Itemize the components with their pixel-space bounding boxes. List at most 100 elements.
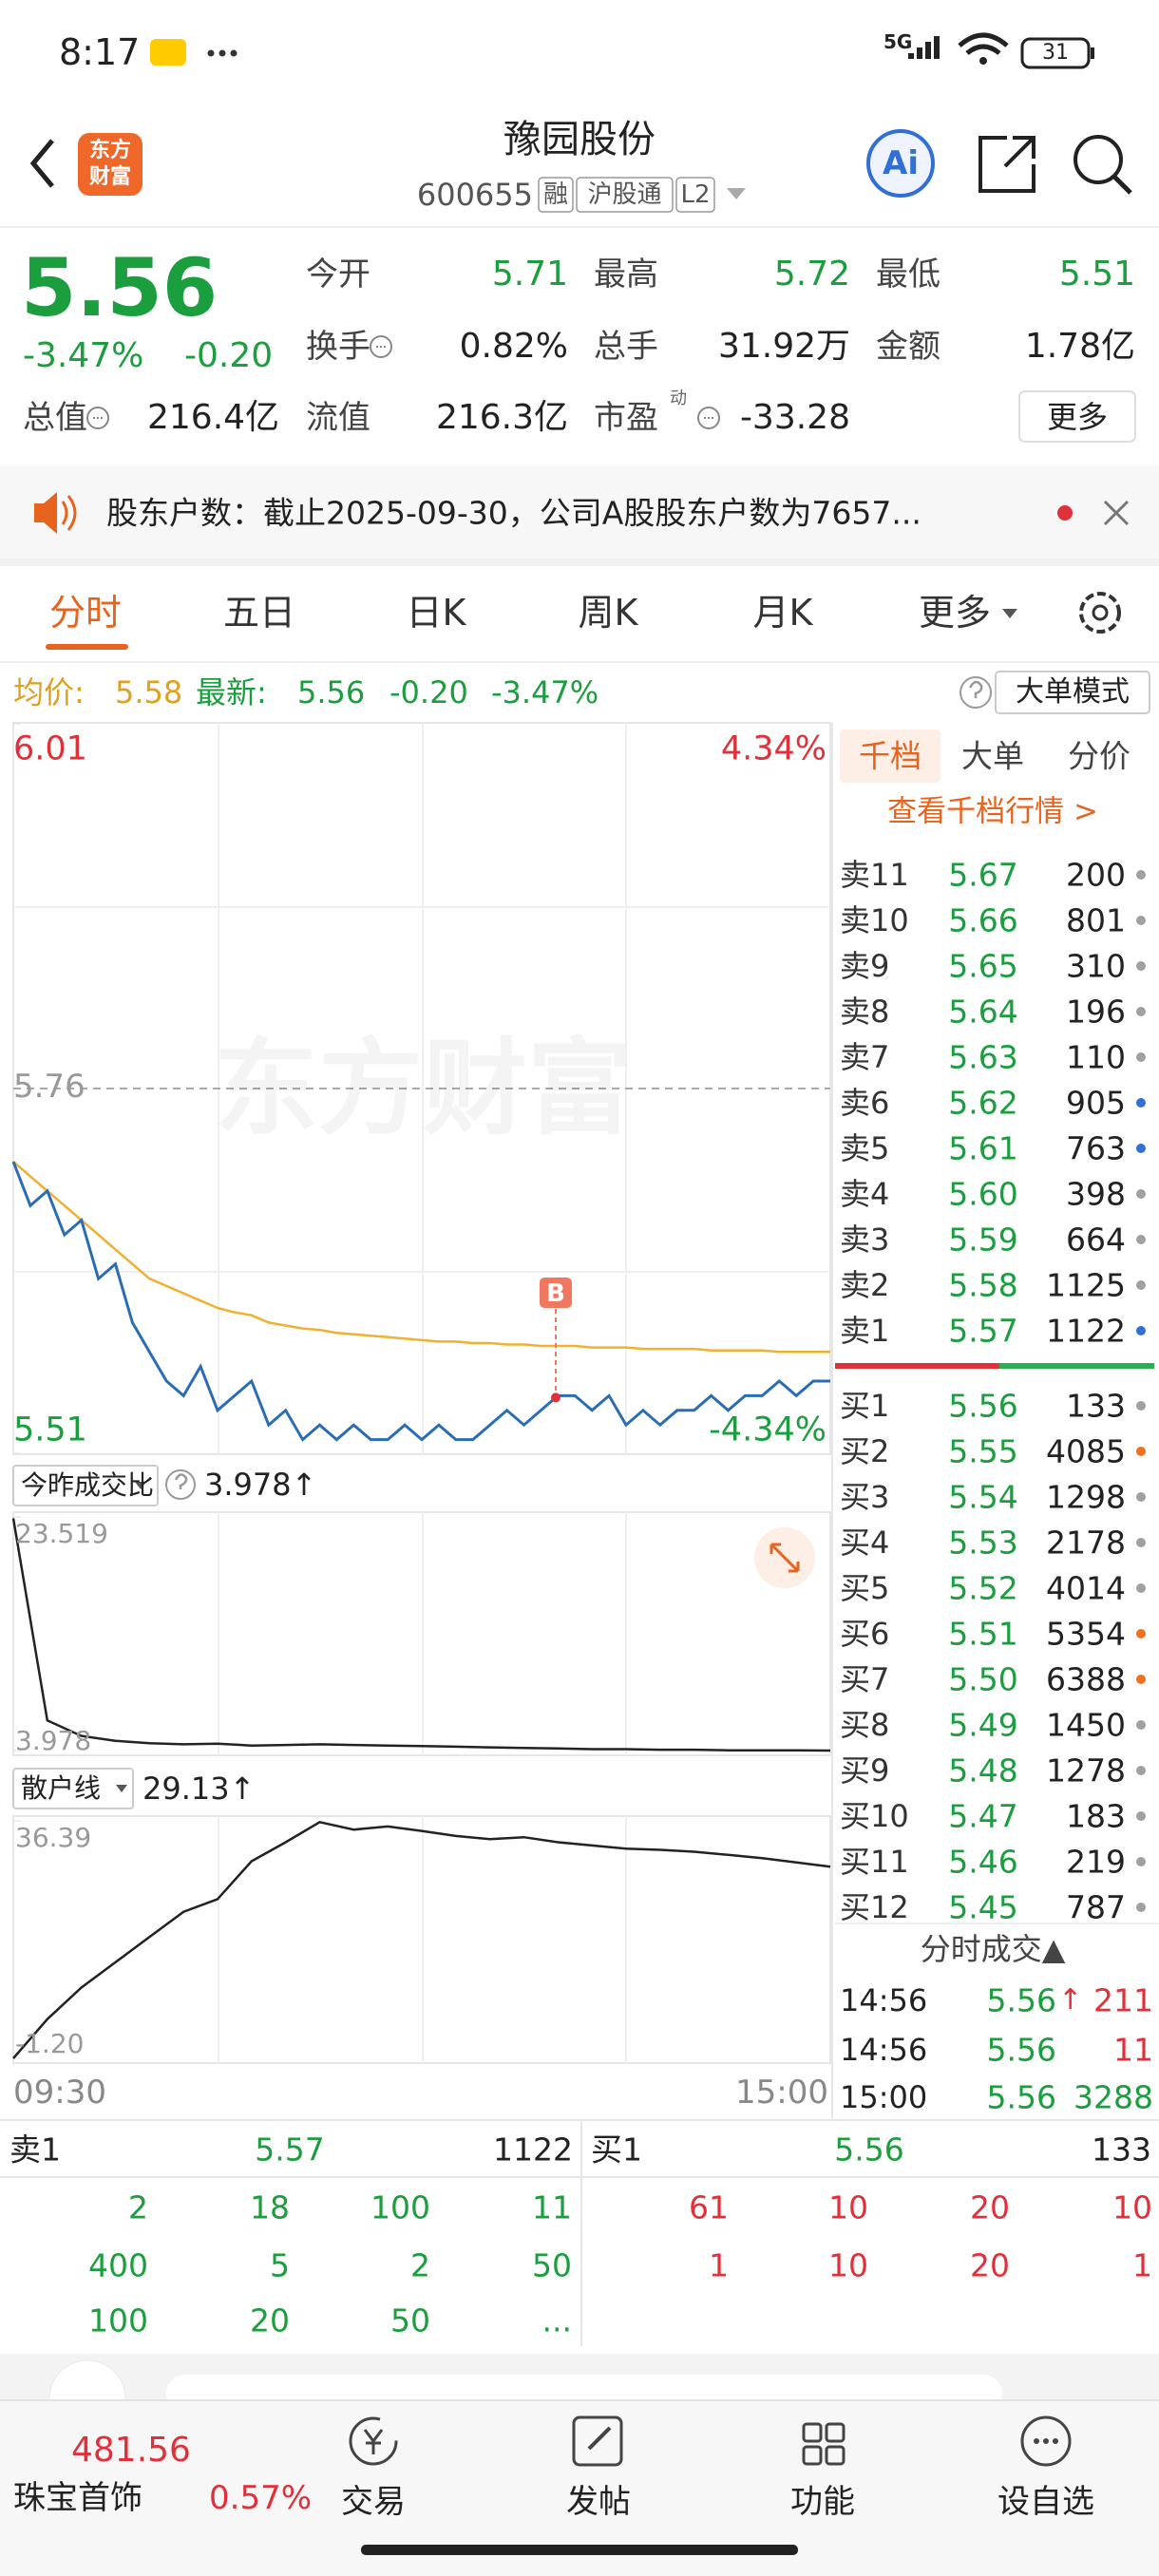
level-dot bbox=[1136, 1098, 1146, 1108]
notice-text[interactable]: 股东户数：截止2025-09-30，公司A股股东户数为7657... bbox=[106, 494, 922, 532]
settings-button[interactable] bbox=[1079, 592, 1121, 634]
trade-direction: ↑ bbox=[1058, 1983, 1083, 2017]
level-label: 卖11 bbox=[840, 857, 909, 893]
y-min-label: -1.20 bbox=[15, 2028, 85, 2059]
tab[interactable]: 分时 bbox=[48, 592, 123, 634]
level-price: 5.45 bbox=[948, 1888, 1018, 1926]
help-icon[interactable] bbox=[960, 676, 992, 709]
level-label: 买4 bbox=[840, 1525, 890, 1561]
index-change[interactable]: 0.57% bbox=[209, 2479, 313, 2517]
queue-order: 2 bbox=[128, 2188, 148, 2226]
queue-order: 11 bbox=[532, 2188, 572, 2226]
level-dot bbox=[1136, 1052, 1146, 1062]
nav-item[interactable]: 设自选 bbox=[998, 2483, 1094, 2521]
feature-icon bbox=[802, 2422, 823, 2443]
queue-order: 100 bbox=[88, 2301, 148, 2339]
search-button[interactable] bbox=[1074, 135, 1123, 184]
change: -0.20 bbox=[184, 336, 274, 375]
ai-label[interactable]: Ai bbox=[883, 144, 919, 182]
tag: 融 bbox=[542, 180, 569, 209]
level-volume: 398 bbox=[1066, 1175, 1126, 1213]
queue-order: 20 bbox=[970, 2246, 1010, 2284]
indicator-name[interactable]: 今昨成交比 bbox=[21, 1469, 155, 1501]
superscript: 动 bbox=[670, 388, 687, 408]
level-price: 5.67 bbox=[948, 856, 1018, 894]
level-price: 5.65 bbox=[948, 947, 1018, 985]
close-button[interactable] bbox=[1103, 500, 1130, 526]
level-label: 卖9 bbox=[840, 948, 890, 984]
pen-mark bbox=[587, 2426, 612, 2451]
gap bbox=[0, 559, 1159, 566]
level-volume: 196 bbox=[1066, 993, 1126, 1031]
help-icon[interactable] bbox=[165, 1469, 196, 1500]
level-price: 5.47 bbox=[948, 1797, 1018, 1835]
field-label: 换手 bbox=[306, 328, 370, 366]
level-label: 卖3 bbox=[840, 1222, 890, 1258]
tag-box bbox=[576, 177, 674, 213]
level-price: 5.66 bbox=[948, 901, 1018, 939]
back-button[interactable] bbox=[29, 139, 54, 188]
indicator-name[interactable]: 散户线 bbox=[21, 1772, 102, 1804]
level-dot bbox=[1136, 916, 1146, 925]
queue-price: 5.56 bbox=[834, 2131, 904, 2169]
book-tab[interactable]: 大单 bbox=[961, 737, 1024, 775]
share-button[interactable] bbox=[978, 136, 1036, 193]
tab[interactable]: 周K bbox=[578, 592, 638, 634]
level-label: 卖5 bbox=[840, 1130, 890, 1166]
level-dot bbox=[1136, 1720, 1146, 1730]
indicator-value: 29.13↑ bbox=[142, 1771, 256, 1807]
nav-item[interactable]: 功能 bbox=[790, 2483, 855, 2521]
level-dot bbox=[1136, 1766, 1146, 1775]
level-volume: 2178 bbox=[1046, 1524, 1126, 1562]
trade-time: 14:56 bbox=[840, 2032, 928, 2068]
select-arrow bbox=[116, 1785, 127, 1792]
book-tab[interactable]: 千档 bbox=[859, 737, 922, 775]
more-button[interactable] bbox=[1018, 390, 1136, 443]
book-tab-active[interactable] bbox=[840, 729, 940, 783]
tab[interactable]: 月K bbox=[752, 592, 813, 634]
watchlist-dot bbox=[1043, 2438, 1049, 2444]
battery bbox=[1020, 37, 1091, 69]
book-link[interactable]: 查看千档行情 > bbox=[887, 794, 1098, 829]
index-name[interactable]: 珠宝首饰 bbox=[13, 2479, 142, 2517]
nav-item[interactable]: 交易 bbox=[341, 2483, 406, 2521]
marker-badge[interactable] bbox=[540, 1278, 572, 1308]
tab[interactable]: 更多 bbox=[918, 592, 992, 634]
ai-button[interactable] bbox=[866, 129, 935, 198]
level-dot bbox=[1136, 1280, 1146, 1290]
level-label: 买9 bbox=[840, 1752, 890, 1789]
index-value[interactable]: 481.56 bbox=[71, 2431, 191, 2470]
field-value: 5.51 bbox=[1058, 255, 1135, 294]
level-price: 5.63 bbox=[948, 1038, 1018, 1076]
level-volume: 763 bbox=[1066, 1129, 1126, 1167]
queue-order: 20 bbox=[970, 2188, 1010, 2226]
ratio-line bbox=[11, 1518, 831, 1752]
queue-order: 18 bbox=[250, 2188, 290, 2226]
more-label[interactable]: 更多 bbox=[1046, 399, 1109, 435]
level-volume: 801 bbox=[1066, 901, 1126, 939]
field-value: 0.82% bbox=[459, 327, 568, 366]
marker-label[interactable]: B bbox=[546, 1279, 565, 1308]
queue-volume: 1122 bbox=[493, 2131, 573, 2169]
tab[interactable]: 五日 bbox=[222, 592, 296, 634]
mode-button[interactable] bbox=[995, 671, 1150, 714]
queue-order: 2 bbox=[410, 2246, 430, 2284]
level-price: 5.60 bbox=[948, 1175, 1018, 1213]
notice-bar bbox=[0, 465, 1159, 559]
level-dot bbox=[1136, 1583, 1146, 1593]
tab[interactable]: 日K bbox=[406, 592, 466, 634]
level-dot bbox=[1136, 1235, 1146, 1244]
dropdown-arrow[interactable] bbox=[727, 188, 746, 199]
trade-time: 14:56 bbox=[840, 1982, 928, 2018]
trades-title[interactable]: 分时成交▲ bbox=[920, 1931, 1066, 1967]
book-tab[interactable]: 分价 bbox=[1068, 737, 1130, 775]
level-volume: 4014 bbox=[1046, 1569, 1126, 1607]
indicator-select[interactable] bbox=[12, 1465, 159, 1506]
indicator-select[interactable] bbox=[12, 1768, 134, 1809]
change-percent: -3.47% bbox=[491, 674, 599, 710]
queue-order: ... bbox=[542, 2301, 572, 2339]
mode-label[interactable]: 大单模式 bbox=[1016, 675, 1130, 709]
nav-item[interactable]: 发帖 bbox=[566, 2483, 631, 2521]
level-price: 5.62 bbox=[948, 1084, 1018, 1122]
level-volume: 664 bbox=[1066, 1221, 1126, 1259]
